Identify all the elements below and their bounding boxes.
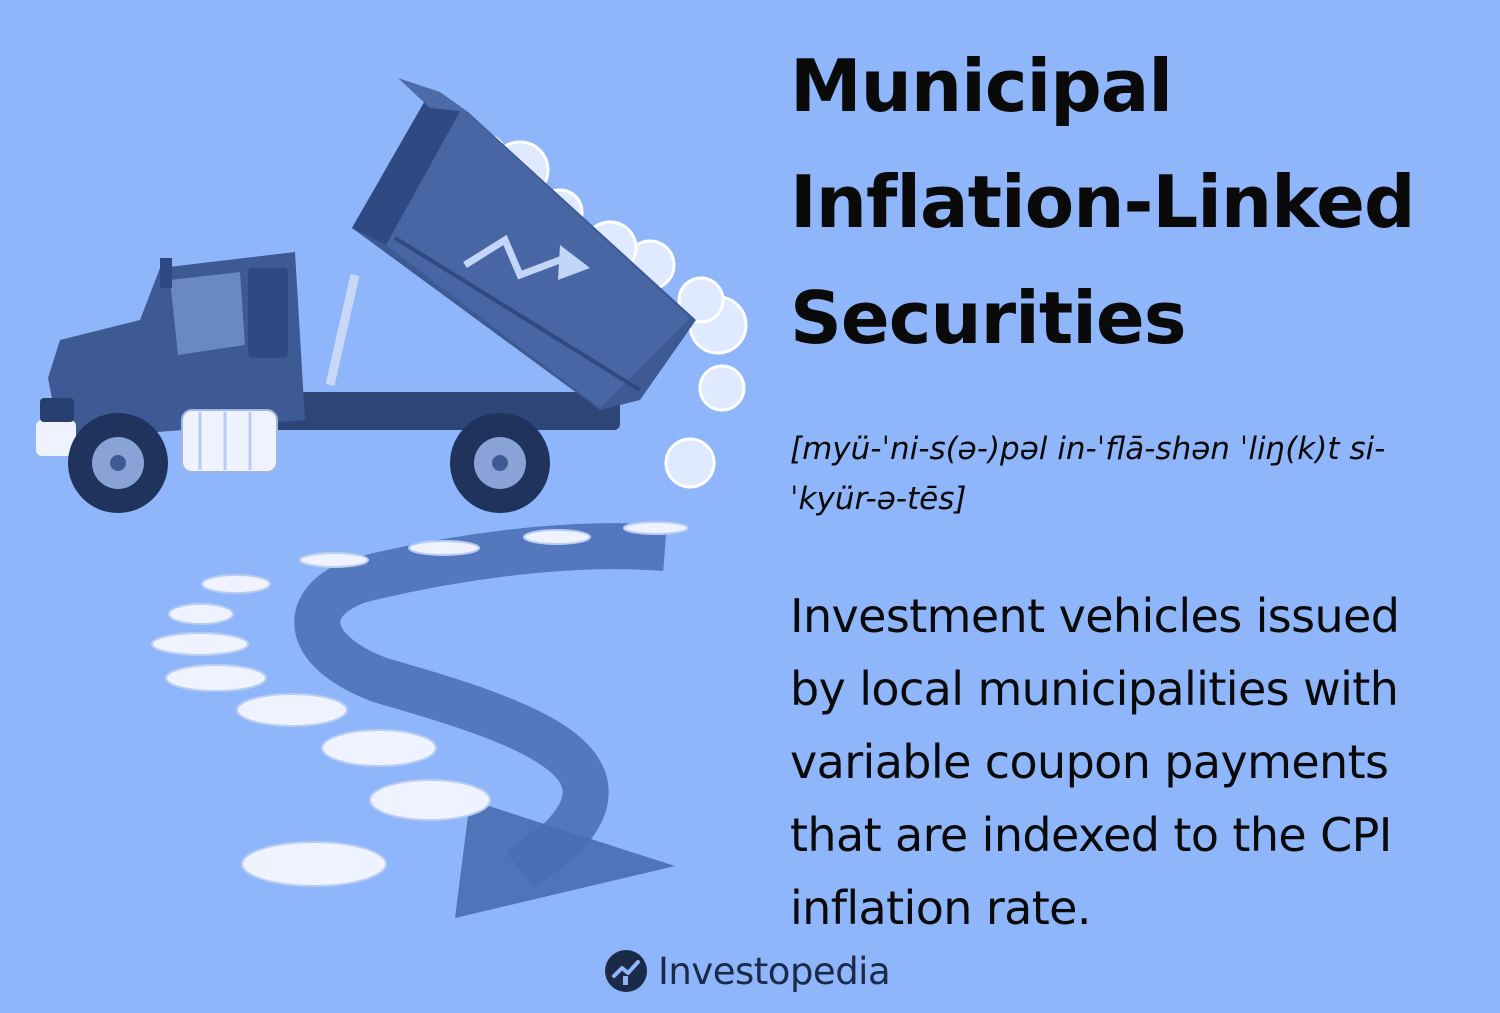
coin-icon (369, 779, 491, 821)
pronunciation: [myü-ˈni-s(ə-)pəl in-ˈflā-shən ˈliŋ(k)t … (790, 424, 1480, 524)
coin-icon (165, 664, 267, 692)
ground-coins (151, 521, 689, 887)
page-title: Municipal Inflation-Linked Securities (790, 28, 1490, 376)
title-line: Inflation-Linked (790, 160, 1415, 244)
coin-icon (698, 364, 746, 412)
illustration (36, 78, 748, 918)
definition-line: variable coupon payments (790, 735, 1389, 789)
pronunciation-line: [myü-ˈni-s(ə-)pəl in-ˈflā-shən ˈliŋ(k)t … (790, 431, 1386, 467)
coin-icon (664, 437, 716, 489)
coin-icon (677, 276, 725, 324)
coin-icon (241, 841, 387, 887)
definition: Investment vehicles issued by local muni… (790, 580, 1490, 945)
coin-icon (168, 603, 234, 625)
definition-line: by local municipalities with (790, 662, 1399, 716)
trend-arrow-icon (463, 234, 590, 280)
coin-icon (321, 729, 437, 767)
coin-icon (299, 552, 369, 568)
coin-icon (408, 540, 480, 556)
winding-arrow-icon (294, 523, 675, 918)
definition-line: Investment vehicles issued (790, 589, 1400, 643)
brand-logo: Investopedia (604, 945, 891, 997)
coin-icon (201, 574, 271, 594)
definition-line: that are indexed to the CPI (790, 808, 1392, 862)
coin-icon (623, 521, 689, 535)
coin-icon (523, 529, 591, 545)
definition-line: inflation rate. (790, 881, 1092, 935)
investopedia-logo-icon (605, 950, 647, 992)
brand-name: Investopedia (658, 949, 891, 993)
coin-icon (236, 693, 348, 727)
title-line: Municipal (790, 44, 1173, 128)
pronunciation-line: ˈkyür-ə-tēs] (790, 481, 967, 517)
coin-icon (151, 632, 249, 656)
title-line: Securities (790, 276, 1187, 360)
dump-truck-icon (36, 78, 696, 513)
